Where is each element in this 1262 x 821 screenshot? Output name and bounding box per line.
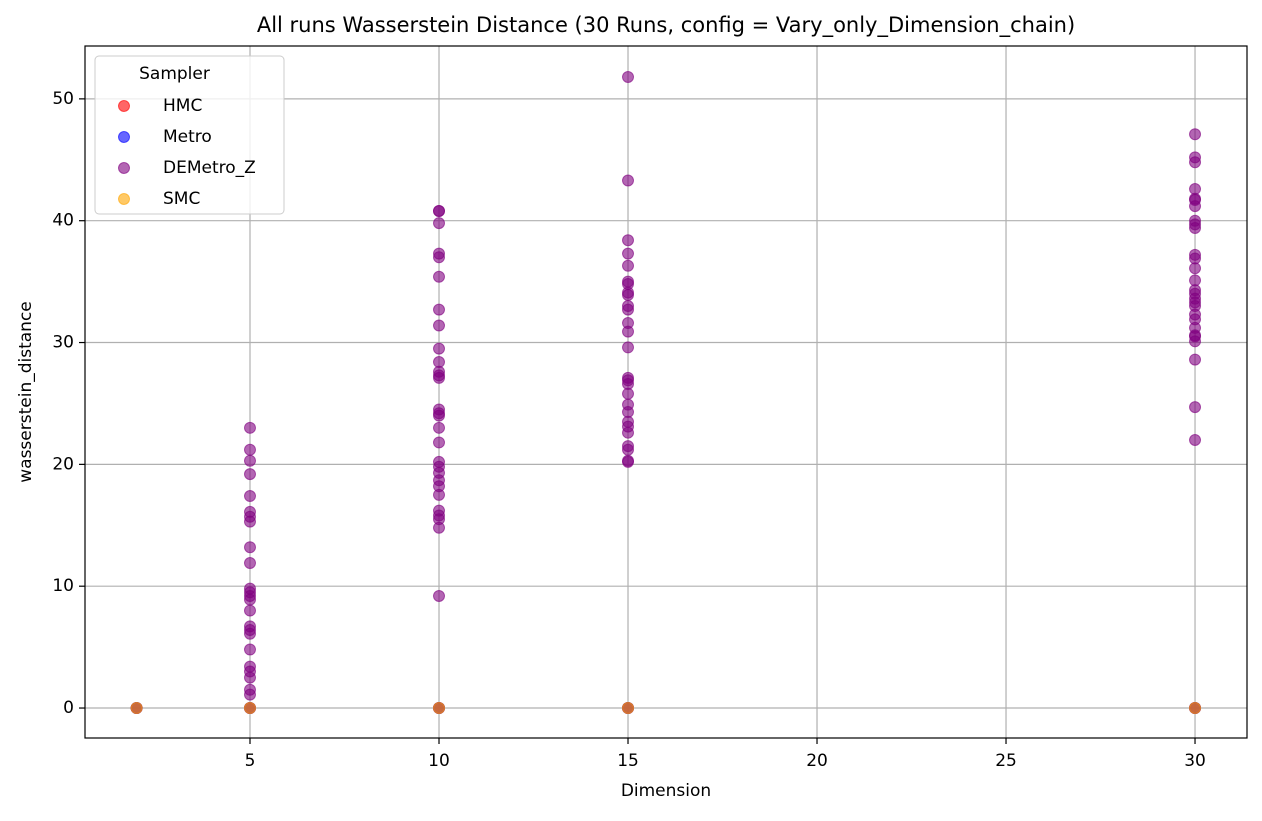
- x-tick-label: 20: [806, 751, 828, 771]
- legend-marker: [118, 193, 130, 205]
- point: [433, 589, 446, 602]
- point: [622, 325, 635, 338]
- legend-marker: [118, 131, 130, 143]
- legend-marker: [118, 162, 130, 174]
- point: [244, 421, 257, 434]
- point: [433, 702, 446, 715]
- point: [130, 702, 143, 715]
- point: [433, 270, 446, 283]
- point: [622, 247, 635, 260]
- point: [244, 702, 257, 715]
- point: [433, 303, 446, 316]
- point: [433, 251, 446, 264]
- legend-label: DEMetro_Z: [163, 158, 256, 178]
- point: [1189, 222, 1202, 235]
- point: [622, 426, 635, 439]
- point: [433, 371, 446, 384]
- y-tick-label: 10: [52, 576, 74, 596]
- point: [433, 521, 446, 534]
- point: [244, 671, 257, 684]
- point: [433, 342, 446, 355]
- point: [433, 436, 446, 449]
- legend-marker: [118, 100, 130, 112]
- point: [244, 593, 257, 606]
- y-tick-label: 0: [63, 698, 74, 718]
- point: [622, 70, 635, 83]
- point: [622, 341, 635, 354]
- chart-title: All runs Wasserstein Distance (30 Runs, …: [257, 13, 1075, 38]
- point: [1189, 200, 1202, 213]
- x-tick-label: 15: [617, 751, 639, 771]
- point: [244, 541, 257, 554]
- legend-label: SMC: [163, 189, 200, 209]
- point: [433, 409, 446, 422]
- point: [622, 702, 635, 715]
- y-tick-label: 20: [52, 454, 74, 474]
- point: [433, 204, 446, 217]
- point: [244, 688, 257, 701]
- legend-title: Sampler: [139, 64, 210, 84]
- point: [1189, 335, 1202, 348]
- legend-label: HMC: [163, 96, 202, 116]
- legend-box: [94, 55, 285, 215]
- point: [622, 303, 635, 316]
- point: [244, 627, 257, 640]
- point: [244, 643, 257, 656]
- point: [1189, 702, 1202, 715]
- x-tick-label: 5: [245, 751, 256, 771]
- point: [244, 443, 257, 456]
- point: [244, 468, 257, 481]
- y-tick-label: 30: [52, 333, 74, 353]
- point: [433, 217, 446, 230]
- y-tick-label: 50: [52, 89, 74, 109]
- point: [622, 174, 635, 187]
- point: [622, 455, 635, 468]
- x-axis-label: Dimension: [621, 781, 711, 801]
- legend-label: Metro: [163, 127, 212, 147]
- point: [1189, 128, 1202, 141]
- point: [433, 421, 446, 434]
- point: [244, 515, 257, 528]
- y-tick-label: 40: [52, 211, 74, 231]
- y-axis-label: wasserstein_distance: [16, 301, 36, 483]
- point: [244, 604, 257, 617]
- x-tick-label: 10: [428, 751, 450, 771]
- point: [244, 490, 257, 503]
- x-tick-label: 25: [995, 751, 1017, 771]
- point: [622, 387, 635, 400]
- point: [244, 454, 257, 467]
- point: [622, 289, 635, 302]
- point: [433, 319, 446, 332]
- point: [1189, 353, 1202, 366]
- point: [622, 259, 635, 272]
- x-tick-label: 30: [1184, 751, 1206, 771]
- point: [1189, 262, 1202, 275]
- point: [433, 488, 446, 501]
- point: [1189, 156, 1202, 169]
- plot-frame: [84, 45, 1248, 739]
- point: [622, 443, 635, 456]
- point: [622, 234, 635, 247]
- point: [1189, 434, 1202, 447]
- point: [1189, 401, 1202, 414]
- point: [244, 557, 257, 570]
